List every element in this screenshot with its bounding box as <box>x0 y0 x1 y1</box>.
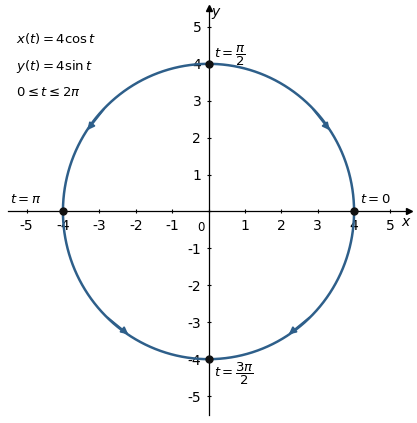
Text: $x(t) = 4\cos t$: $x(t) = 4\cos t$ <box>15 30 96 46</box>
Text: 0: 0 <box>197 221 204 234</box>
Text: $t = 0$: $t = 0$ <box>359 193 390 206</box>
Text: $y(t) = 4\sin t$: $y(t) = 4\sin t$ <box>15 58 93 75</box>
Text: $0 \leq t \leq 2\pi$: $0 \leq t \leq 2\pi$ <box>15 86 80 99</box>
Text: $t = \dfrac{\pi}{2}$: $t = \dfrac{\pi}{2}$ <box>214 44 246 68</box>
Text: $t = \pi$: $t = \pi$ <box>10 193 42 206</box>
Text: $t = \dfrac{3\pi}{2}$: $t = \dfrac{3\pi}{2}$ <box>214 361 254 387</box>
Text: y: y <box>211 5 219 19</box>
Text: x: x <box>401 215 409 229</box>
